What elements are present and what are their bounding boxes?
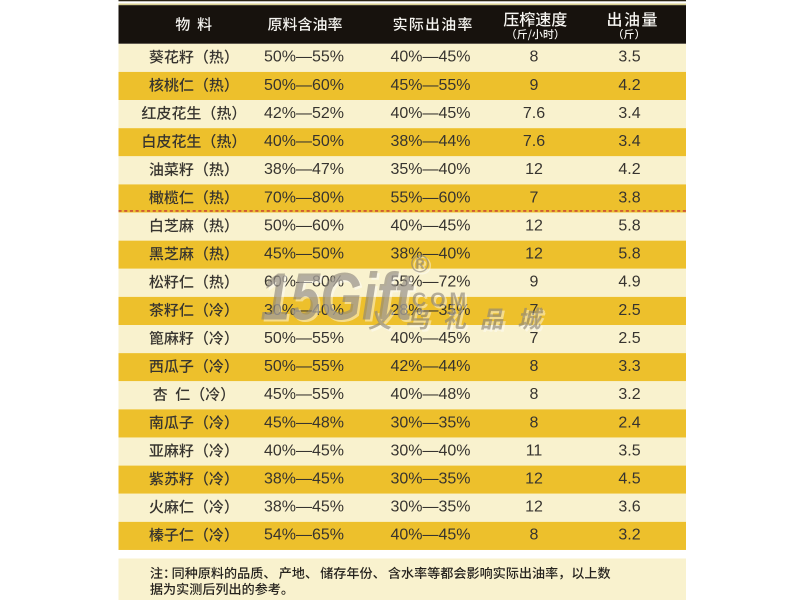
svg-text:12: 12: [525, 471, 543, 488]
svg-text:8: 8: [530, 358, 539, 375]
svg-text:45%—48%: 45%—48%: [264, 414, 344, 431]
svg-text:3.5: 3.5: [618, 49, 640, 66]
svg-text:®: ®: [413, 252, 432, 280]
svg-text:4.2: 4.2: [618, 161, 640, 178]
svg-text:5.8: 5.8: [618, 217, 640, 234]
svg-text:38%—47%: 38%—47%: [264, 161, 344, 178]
svg-text:30%—35%: 30%—35%: [390, 414, 470, 431]
svg-text:7.6: 7.6: [523, 105, 545, 122]
svg-text:3.4: 3.4: [618, 133, 640, 150]
svg-text:40%—45%: 40%—45%: [390, 330, 470, 347]
svg-text:55%—72%: 55%—72%: [390, 274, 470, 291]
svg-text:40%—45%: 40%—45%: [390, 527, 470, 544]
svg-text:.COM: .COM: [403, 289, 470, 311]
svg-text:38%—45%: 38%—45%: [264, 471, 344, 488]
svg-text:40%—45%: 40%—45%: [390, 105, 470, 122]
svg-text:38%—44%: 38%—44%: [390, 133, 470, 150]
svg-text:2.4: 2.4: [618, 414, 640, 431]
svg-text:8: 8: [530, 414, 539, 431]
svg-text:50%—55%: 50%—55%: [264, 358, 344, 375]
svg-text:45%—50%: 45%—50%: [264, 246, 344, 263]
svg-text:3.5: 3.5: [618, 442, 640, 459]
svg-text:2.5: 2.5: [618, 302, 640, 319]
svg-text:30%—40%: 30%—40%: [264, 302, 344, 319]
svg-text:2.5: 2.5: [618, 330, 640, 347]
svg-text:54%—65%: 54%—65%: [264, 527, 344, 544]
svg-text:35%—40%: 35%—40%: [390, 161, 470, 178]
svg-text:3.6: 3.6: [618, 499, 640, 516]
svg-text:3.3: 3.3: [618, 358, 640, 375]
svg-text:40%—45%: 40%—45%: [264, 442, 344, 459]
svg-text:40%—50%: 40%—50%: [264, 133, 344, 150]
svg-text:15Gift: 15Gift: [261, 259, 415, 334]
svg-text:30%—35%: 30%—35%: [390, 471, 470, 488]
svg-text:45%—55%: 45%—55%: [264, 386, 344, 403]
svg-text:42%—44%: 42%—44%: [390, 358, 470, 375]
svg-text:8: 8: [530, 527, 539, 544]
svg-text:12: 12: [525, 246, 543, 263]
svg-text:7: 7: [530, 189, 539, 206]
svg-text:38%—40%: 38%—40%: [390, 246, 470, 263]
svg-text:8: 8: [530, 49, 539, 66]
svg-text:38%—45%: 38%—45%: [264, 499, 344, 516]
svg-text:50%—55%: 50%—55%: [264, 330, 344, 347]
svg-text:30%—40%: 30%—40%: [390, 442, 470, 459]
svg-text:70%—80%: 70%—80%: [264, 189, 344, 206]
svg-text:12: 12: [525, 217, 543, 234]
svg-text:3.8: 3.8: [618, 189, 640, 206]
svg-text:40%—45%: 40%—45%: [390, 217, 470, 234]
svg-text:3.4: 3.4: [618, 105, 640, 122]
svg-text:42%—52%: 42%—52%: [264, 105, 344, 122]
svg-text:7: 7: [530, 302, 539, 319]
svg-text:30%—35%: 30%—35%: [390, 499, 470, 516]
svg-text:12: 12: [525, 161, 543, 178]
svg-text:8: 8: [530, 386, 539, 403]
svg-text:60%—80%: 60%—80%: [264, 274, 344, 291]
svg-text:7.6: 7.6: [523, 133, 545, 150]
svg-text:50%—60%: 50%—60%: [264, 217, 344, 234]
svg-text:50%—55%: 50%—55%: [264, 49, 344, 66]
svg-text:40%—48%: 40%—48%: [390, 386, 470, 403]
svg-text:3.2: 3.2: [618, 527, 640, 544]
svg-text:3.2: 3.2: [618, 386, 640, 403]
svg-text:55%—60%: 55%—60%: [390, 189, 470, 206]
svg-text:4.2: 4.2: [618, 77, 640, 94]
svg-text:40%—45%: 40%—45%: [390, 49, 470, 66]
svg-text:7: 7: [530, 330, 539, 347]
svg-text:9: 9: [530, 77, 539, 94]
svg-text:5.8: 5.8: [618, 246, 640, 263]
svg-text:4.5: 4.5: [618, 471, 640, 488]
svg-text:11: 11: [526, 442, 543, 459]
svg-text:50%—60%: 50%—60%: [264, 77, 344, 94]
svg-text:9: 9: [530, 274, 539, 291]
svg-text:12: 12: [525, 499, 543, 516]
svg-text:45%—55%: 45%—55%: [390, 77, 470, 94]
svg-text:4.9: 4.9: [618, 274, 640, 291]
svg-text:®: ®: [411, 250, 430, 278]
svg-text:15Gift: 15Gift: [263, 261, 417, 336]
